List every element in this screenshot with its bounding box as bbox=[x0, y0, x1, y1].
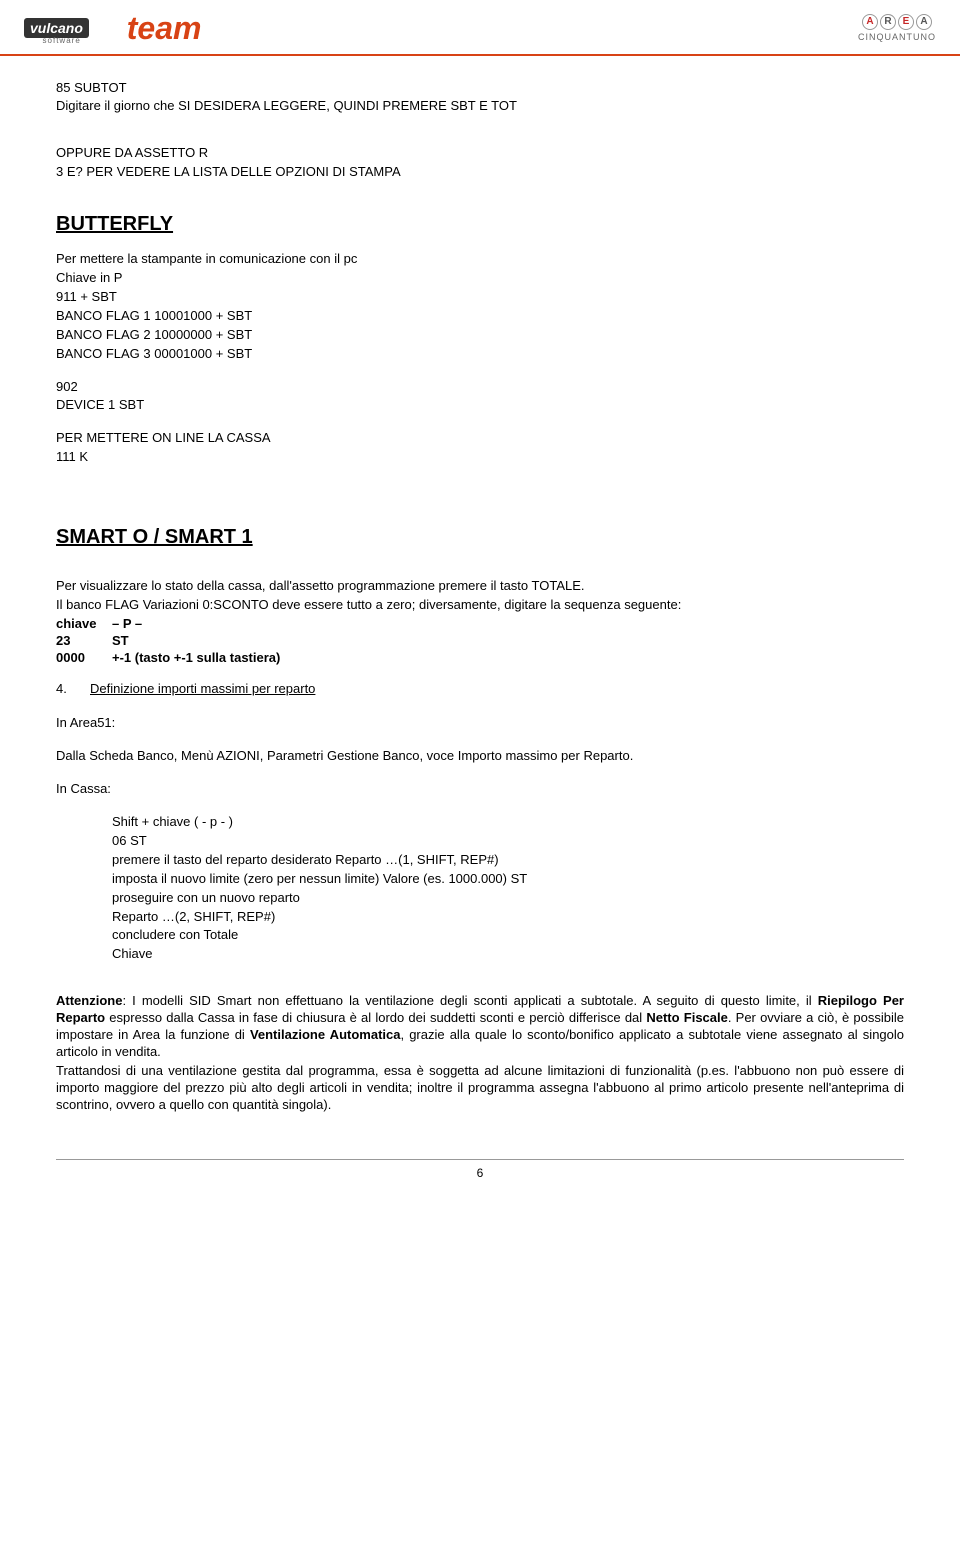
text-bold: Netto Fiscale bbox=[646, 1010, 728, 1025]
section-heading-butterfly: BUTTERFLY bbox=[56, 211, 904, 237]
text-bold: Ventilazione Automatica bbox=[250, 1027, 401, 1042]
text-line: Chiave in P bbox=[56, 270, 904, 287]
text-line: PER METTERE ON LINE LA CASSA bbox=[56, 430, 904, 447]
kv-row: chiave – P – bbox=[56, 616, 904, 633]
text-line: concludere con Totale bbox=[112, 927, 904, 944]
section-heading-smart: SMART O / SMART 1 bbox=[56, 524, 904, 550]
text-line: premere il tasto del reparto desiderato … bbox=[112, 852, 904, 869]
text-line: DEVICE 1 SBT bbox=[56, 397, 904, 414]
kv-val: +-1 (tasto +-1 sulla tastiera) bbox=[112, 650, 280, 667]
circle-a: A bbox=[862, 14, 878, 30]
text-line: Chiave bbox=[112, 946, 904, 963]
area-circles: A R E A bbox=[858, 14, 936, 30]
logo-right: A R E A CINQUANTUNO bbox=[858, 14, 936, 44]
text-line: Per visualizzare lo stato della cassa, d… bbox=[56, 578, 904, 595]
logo-left: vulcano software team bbox=[24, 8, 201, 50]
text-line: proseguire con un nuovo reparto bbox=[112, 890, 904, 907]
circle-r: R bbox=[880, 14, 896, 30]
text-line: BANCO FLAG 3 00001000 + SBT bbox=[56, 346, 904, 363]
text-line: Dalla Scheda Banco, Menù AZIONI, Paramet… bbox=[56, 748, 904, 765]
attention-paragraph-2: Trattandosi di una ventilazione gestita … bbox=[56, 1063, 904, 1114]
text-line: imposta il nuovo limite (zero per nessun… bbox=[112, 871, 904, 888]
numbered-list-item: 4. Definizione importi massimi per repar… bbox=[56, 681, 904, 698]
text-span: : I modelli SID Smart non effettuano la … bbox=[122, 993, 817, 1008]
text-line: 06 ST bbox=[112, 833, 904, 850]
circle-e: E bbox=[898, 14, 914, 30]
text-line: 85 SUBTOT bbox=[56, 80, 904, 97]
text-line: In Area51: bbox=[56, 715, 904, 732]
page-content: 85 SUBTOT Digitare il giorno che SI DESI… bbox=[0, 56, 960, 1140]
text-line: 911 + SBT bbox=[56, 289, 904, 306]
kv-row: 0000 +-1 (tasto +-1 sulla tastiera) bbox=[56, 650, 904, 667]
kv-key: 0000 bbox=[56, 650, 112, 667]
text-line: OPPURE DA ASSETTO R bbox=[56, 145, 904, 162]
kv-row: 23 ST bbox=[56, 633, 904, 650]
text-span: espresso dalla Cassa in fase di chiusura… bbox=[105, 1010, 646, 1025]
text-line: Digitare il giorno che SI DESIDERA LEGGE… bbox=[56, 98, 904, 115]
kv-val: ST bbox=[112, 633, 129, 650]
kv-val: – P – bbox=[112, 616, 142, 633]
text-line: Per mettere la stampante in comunicazion… bbox=[56, 251, 904, 268]
text-line: 902 bbox=[56, 379, 904, 396]
page-header: vulcano software team A R E A CINQUANTUN… bbox=[0, 0, 960, 56]
page-number: 6 bbox=[0, 1166, 960, 1194]
text-line: Il banco FLAG Variazioni 0:SCONTO deve e… bbox=[56, 597, 904, 614]
logo-team: team bbox=[127, 8, 202, 50]
text-line: 3 E? PER VEDERE LA LISTA DELLE OPZIONI D… bbox=[56, 164, 904, 181]
text-line: Reparto …(2, SHIFT, REP#) bbox=[112, 909, 904, 926]
kv-key: 23 bbox=[56, 633, 112, 650]
indented-block: Shift + chiave ( - p - ) 06 ST premere i… bbox=[56, 814, 904, 963]
list-number: 4. bbox=[56, 681, 74, 698]
text-line: 111 K bbox=[56, 449, 904, 466]
attention-paragraph-1: Attenzione: I modelli SID Smart non effe… bbox=[56, 993, 904, 1061]
text-line: In Cassa: bbox=[56, 781, 904, 798]
logo-vulcano-sub: software bbox=[43, 36, 81, 45]
list-text: Definizione importi massimi per reparto bbox=[90, 681, 315, 698]
attention-label: Attenzione bbox=[56, 993, 122, 1008]
footer-divider bbox=[56, 1159, 904, 1160]
logo-right-sub: CINQUANTUNO bbox=[858, 32, 936, 44]
circle-a2: A bbox=[916, 14, 932, 30]
text-line: Shift + chiave ( - p - ) bbox=[112, 814, 904, 831]
text-line: BANCO FLAG 1 10001000 + SBT bbox=[56, 308, 904, 325]
text-line: BANCO FLAG 2 10000000 + SBT bbox=[56, 327, 904, 344]
kv-key: chiave bbox=[56, 616, 112, 633]
